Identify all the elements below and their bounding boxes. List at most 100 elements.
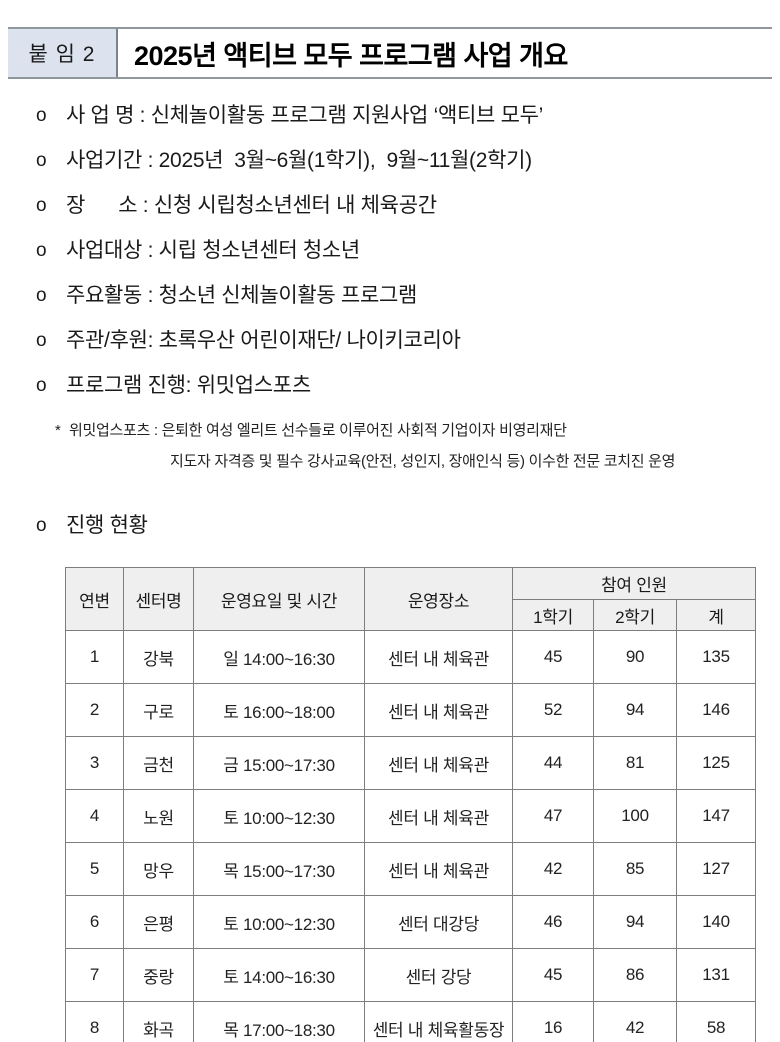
cell-semester-1: 52 (512, 683, 594, 737)
cell-semester-2: 86 (593, 948, 677, 1002)
cell-place: 센터 내 체육관 (364, 736, 513, 790)
cell-place: 센터 대강당 (364, 895, 513, 949)
cell-semester-2: 81 (593, 736, 677, 790)
list-item-text: 장 소 : 신청 시립청소년센터 내 체육공간 (66, 194, 437, 217)
list-item-target: o 사업대상 : 시립 청소년센터 청소년 (36, 236, 780, 265)
cell-day-time: 목 15:00~17:30 (193, 842, 365, 896)
cell-semester-1: 46 (512, 895, 594, 949)
table-row: 6 은평 토 10:00~12:30 센터 대강당 46 94 140 (65, 895, 756, 949)
progress-status-table-wrap: 연변 센터명 운영요일 및 시간 운영장소 참여 인원 1학기 2학기 계 1 … (65, 567, 780, 1042)
table-row: 7 중랑 토 14:00~16:30 센터 강당 45 86 131 (65, 948, 756, 1002)
cell-day-time: 토 10:00~12:30 (193, 789, 365, 843)
progress-status-section: o 진행 현황 (36, 511, 780, 540)
cell-center-name: 은평 (123, 895, 194, 949)
cell-semester-2: 94 (593, 895, 677, 949)
bullet-marker: o (36, 240, 47, 261)
bullet-marker: o (36, 375, 47, 396)
bullet-marker: o (36, 195, 47, 216)
page-title: 2025년 액티브 모두 프로그램 사업 개요 (134, 40, 568, 71)
list-item-program-name: o 사 업 명 : 신체놀이활동 프로그램 지원사업 ‘액티브 모두’ (36, 101, 780, 130)
table-row: 5 망우 목 15:00~17:30 센터 내 체육관 42 85 127 (65, 842, 756, 896)
list-item-main-activity: o 주요활동 : 청소년 신체놀이활동 프로그램 (36, 281, 780, 310)
footnote-line-2: 지도자 자격증 및 필수 강사교육(안전, 성인지, 장애인식 등) 이수한 전… (170, 452, 780, 471)
cell-place: 센터 내 체육관 (364, 630, 513, 684)
progress-status-table: 연변 센터명 운영요일 및 시간 운영장소 참여 인원 1학기 2학기 계 1 … (65, 567, 756, 1042)
cell-semester-2: 94 (593, 683, 677, 737)
table-body: 1 강북 일 14:00~16:30 센터 내 체육관 45 90 135 2 … (65, 630, 756, 1042)
attachment-tag: 붙 임 2 (8, 29, 118, 77)
column-header-day-time: 운영요일 및 시간 (193, 567, 365, 631)
cell-day-time: 토 10:00~12:30 (193, 895, 365, 949)
cell-semester-2: 85 (593, 842, 677, 896)
list-item-program-operator: o 프로그램 진행: 위밋업스포츠 (36, 371, 780, 400)
list-item-text: 사업기간 : 2025년 3월~6월(1학기), 9월~11월(2학기) (66, 149, 532, 172)
cell-day-time: 토 16:00~18:00 (193, 683, 365, 737)
cell-day-time: 토 14:00~16:30 (193, 948, 365, 1002)
list-item-location: o 장 소 : 신청 시립청소년센터 내 체육공간 (36, 191, 780, 220)
footnote-text: 위밋업스포츠 : 은퇴한 여성 엘리트 선수들로 이루어진 사회적 기업이자 비… (69, 422, 567, 439)
cell-total: 131 (676, 948, 756, 1002)
footnote-line-1: * 위밋업스포츠 : 은퇴한 여성 엘리트 선수들로 이루어진 사회적 기업이자… (55, 421, 780, 440)
column-header-no: 연변 (65, 567, 124, 631)
cell-place: 센터 내 체육관 (364, 789, 513, 843)
cell-semester-1: 44 (512, 736, 594, 790)
column-header-semester-2: 2학기 (593, 599, 677, 631)
cell-no: 3 (65, 736, 124, 790)
column-header-total: 계 (676, 599, 756, 631)
cell-center-name: 중랑 (123, 948, 194, 1002)
cell-semester-2: 100 (593, 789, 677, 843)
cell-total: 125 (676, 736, 756, 790)
bullet-marker: o (36, 285, 47, 306)
cell-semester-2: 90 (593, 630, 677, 684)
cell-semester-1: 16 (512, 1001, 594, 1042)
cell-total: 135 (676, 630, 756, 684)
footnote: * 위밋업스포츠 : 은퇴한 여성 엘리트 선수들로 이루어진 사회적 기업이자… (55, 421, 780, 471)
cell-place: 센터 내 체육관 (364, 842, 513, 896)
cell-place: 센터 내 체육활동장 (364, 1001, 513, 1042)
cell-semester-1: 47 (512, 789, 594, 843)
table-row: 8 화곡 목 17:00~18:30 센터 내 체육활동장 16 42 58 (65, 1001, 756, 1042)
list-item-text: 주요활동 : 청소년 신체놀이활동 프로그램 (66, 284, 418, 307)
bullet-marker: o (36, 105, 47, 126)
table-row: 4 노원 토 10:00~12:30 센터 내 체육관 47 100 147 (65, 789, 756, 843)
footnote-text: 지도자 자격증 및 필수 강사교육(안전, 성인지, 장애인식 등) 이수한 전… (170, 453, 676, 470)
table-row: 2 구로 토 16:00~18:00 센터 내 체육관 52 94 146 (65, 683, 756, 737)
cell-no: 8 (65, 1001, 124, 1042)
cell-place: 센터 강당 (364, 948, 513, 1002)
cell-no: 6 (65, 895, 124, 949)
list-item-program-period: o 사업기간 : 2025년 3월~6월(1학기), 9월~11월(2학기) (36, 146, 780, 175)
cell-center-name: 망우 (123, 842, 194, 896)
cell-total: 140 (676, 895, 756, 949)
cell-center-name: 화곡 (123, 1001, 194, 1042)
list-item-text: 사 업 명 : 신체놀이활동 프로그램 지원사업 ‘액티브 모두’ (66, 104, 543, 127)
cell-center-name: 노원 (123, 789, 194, 843)
cell-semester-2: 42 (593, 1001, 677, 1042)
bullet-marker: o (36, 150, 47, 171)
section-title: 진행 현황 (66, 514, 148, 537)
list-item-text: 프로그램 진행: 위밋업스포츠 (66, 374, 311, 397)
cell-semester-1: 45 (512, 630, 594, 684)
cell-total: 147 (676, 789, 756, 843)
cell-no: 5 (65, 842, 124, 896)
title-block: 붙 임 2 2025년 액티브 모두 프로그램 사업 개요 (8, 27, 772, 79)
table-row: 1 강북 일 14:00~16:30 센터 내 체육관 45 90 135 (65, 630, 756, 684)
column-header-place: 운영장소 (364, 567, 513, 631)
cell-day-time: 금 15:00~17:30 (193, 736, 365, 790)
asterisk-marker: * (55, 422, 61, 439)
cell-no: 1 (65, 630, 124, 684)
cell-no: 7 (65, 948, 124, 1002)
cell-semester-1: 45 (512, 948, 594, 1002)
section-heading-progress-status: o 진행 현황 (36, 511, 780, 540)
cell-center-name: 강북 (123, 630, 194, 684)
cell-total: 146 (676, 683, 756, 737)
cell-total: 127 (676, 842, 756, 896)
column-header-center-name: 센터명 (123, 567, 194, 631)
cell-day-time: 목 17:00~18:30 (193, 1001, 365, 1042)
list-item-text: 주관/후원: 초록우산 어린이재단/ 나이키코리아 (66, 329, 461, 352)
list-item-organizer-sponsor: o 주관/후원: 초록우산 어린이재단/ 나이키코리아 (36, 326, 780, 355)
program-overview-list: o 사 업 명 : 신체놀이활동 프로그램 지원사업 ‘액티브 모두’ o 사업… (36, 101, 780, 400)
column-group-header-participants: 참여 인원 (512, 567, 756, 600)
table-header: 연변 센터명 운영요일 및 시간 운영장소 참여 인원 1학기 2학기 계 (65, 567, 756, 631)
bullet-marker: o (36, 330, 47, 351)
